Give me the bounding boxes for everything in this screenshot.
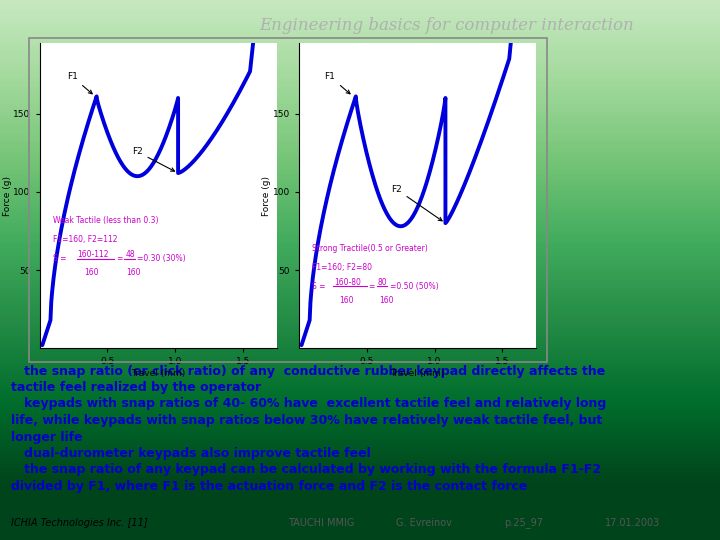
- Text: 160-112: 160-112: [78, 250, 109, 259]
- Text: =: =: [369, 282, 378, 291]
- Text: Engineering basics for computer interaction: Engineering basics for computer interact…: [259, 17, 634, 34]
- Text: =0.50 (50%): =0.50 (50%): [390, 282, 438, 291]
- Text: G. Evreinov: G. Evreinov: [396, 518, 452, 528]
- Text: the snap ratio (or click ratio) of any  conductive rubber keypad directly affect: the snap ratio (or click ratio) of any c…: [11, 364, 606, 493]
- Text: 160-80: 160-80: [334, 278, 361, 287]
- Text: F1: F1: [67, 72, 92, 94]
- Text: F1=160, F2=112: F1=160, F2=112: [53, 235, 117, 244]
- X-axis label: Travel (mm): Travel (mm): [131, 369, 186, 378]
- Text: =0.30 (30%): =0.30 (30%): [138, 254, 186, 262]
- Text: 48: 48: [125, 250, 135, 259]
- Text: Strong Tractile(0.5 or Greater): Strong Tractile(0.5 or Greater): [312, 244, 428, 253]
- Text: 17.01.2003: 17.01.2003: [605, 518, 660, 528]
- Text: F1=160; F2=80: F1=160; F2=80: [312, 263, 372, 272]
- Text: S =: S =: [53, 254, 69, 262]
- Text: F2: F2: [391, 185, 442, 221]
- Text: S =: S =: [312, 282, 328, 291]
- Text: p.25_97: p.25_97: [504, 517, 543, 528]
- Text: 160: 160: [379, 296, 393, 305]
- Text: 80: 80: [377, 278, 387, 287]
- Text: 160: 160: [84, 268, 99, 277]
- Text: 160: 160: [340, 296, 354, 305]
- Text: F1: F1: [325, 72, 350, 94]
- Text: TAUCHI MMIG: TAUCHI MMIG: [288, 518, 354, 528]
- Text: ICHIA Technologies Inc. [11]: ICHIA Technologies Inc. [11]: [11, 518, 148, 528]
- Text: F2: F2: [132, 147, 174, 171]
- Text: 160: 160: [127, 268, 141, 277]
- Text: Weak Tactile (less than 0.3): Weak Tactile (less than 0.3): [53, 216, 158, 225]
- X-axis label: Travel (mm): Travel (mm): [390, 369, 445, 378]
- Y-axis label: Force (g): Force (g): [3, 176, 12, 216]
- Y-axis label: Force (g): Force (g): [262, 176, 271, 216]
- Text: =: =: [117, 254, 126, 262]
